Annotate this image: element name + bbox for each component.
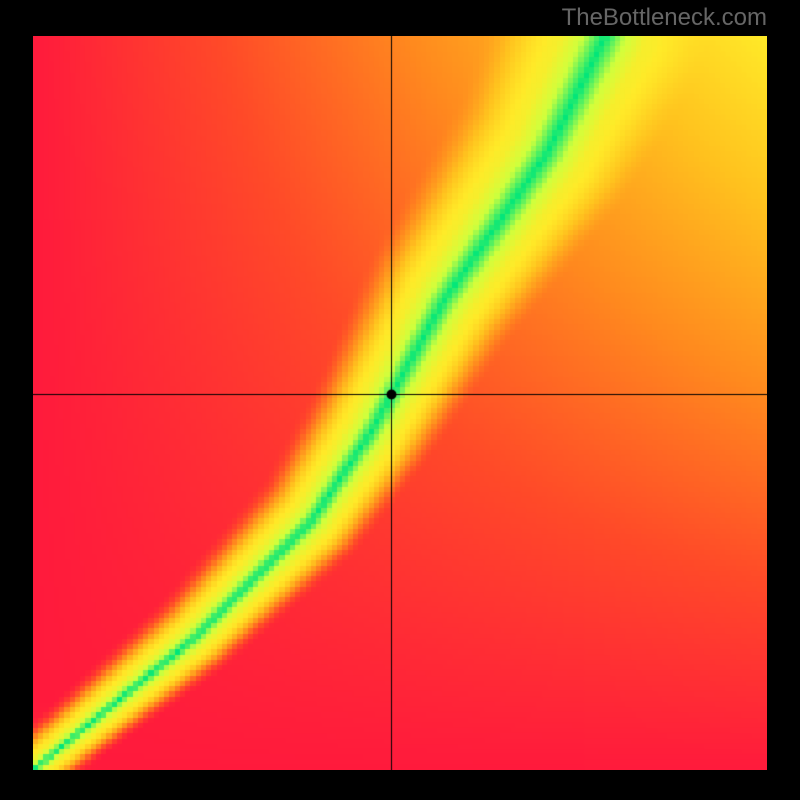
chart-stage: TheBottleneck.com <box>0 0 800 800</box>
heatmap-canvas <box>33 36 767 770</box>
watermark-text: TheBottleneck.com <box>562 4 767 32</box>
